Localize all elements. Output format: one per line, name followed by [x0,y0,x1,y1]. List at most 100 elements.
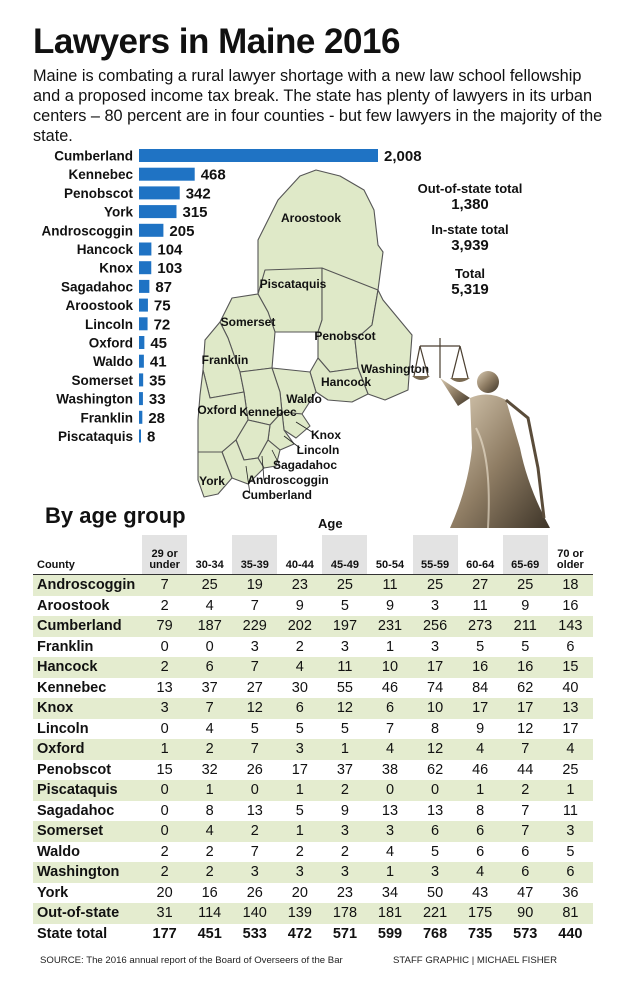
bar [139,223,164,237]
table-cell-value: 7 [232,657,278,678]
map-label-piscataquis: Piscataquis [260,277,327,291]
table-cell-county: Lincoln [37,720,89,737]
bar-category-label: Lincoln [85,317,133,332]
bar-value-label: 315 [182,204,207,221]
table-cell-value: 13 [246,802,263,819]
table-cell-value: 0 [367,780,413,801]
bar-value-label: 342 [186,185,211,202]
table-cell-value: 187 [187,616,233,637]
bar-value-label: 205 [169,223,194,240]
map-label-sagadahoc: Sagadahoc [273,458,337,472]
table-cell-value: 38 [381,761,399,778]
table-cell-value: 27 [246,679,263,696]
table-cell-value: 6 [367,698,413,719]
table-cell-value: 175 [457,903,503,924]
bar [139,186,180,200]
table-cell-value: 43 [472,884,489,901]
table-cell-value: 9 [385,597,395,614]
page-subtitle: Maine is combating a rural lawyer shorta… [33,67,603,145]
table-header-age: 35-39 [232,535,278,575]
table-cell-value: 18 [547,574,593,596]
table-cell-value: 6 [521,843,530,860]
table-cell-value: 256 [412,616,458,637]
table-cell-value: 10 [412,698,458,719]
table-cell-value: 231 [367,616,413,637]
table-cell-value: 9 [476,720,485,737]
out-of-state-total-value: 1,380 [451,196,489,213]
map-label-lincoln: Lincoln [297,443,340,457]
table-cell-value: 9 [521,597,530,614]
map-label-aroostook: Aroostook [281,211,341,225]
table-cell-value: 17 [457,698,503,719]
table-cell-value: 4 [187,821,233,842]
table-cell-value: 5 [521,638,530,655]
maine-county-map: Aroostook Piscataquis Somerset Penobscot… [197,169,429,502]
table-row: Out-of-state 31 114 140 139 178 181 221 175 90 81 [33,903,593,924]
table-cell-value: 9 [340,802,349,819]
table-cell-value: 26 [246,884,263,901]
table-cell-value: 4 [277,657,323,678]
table-cell-value: 74 [427,679,444,696]
table-cell-value: 17 [562,720,579,737]
table-cell-value: 37 [201,679,218,696]
table-cell-value: 2 [142,657,188,678]
table-cell-value: 30 [291,679,308,696]
table-cell-value: 202 [277,616,323,637]
age-group-table: County 29 or under 30-34 35-39 40-44 45-… [33,535,593,944]
table-cell-value: 0 [142,821,188,842]
table-cell-value: 273 [457,616,503,637]
table-cell-total: 440 [558,925,583,942]
table-cell-value: 12 [412,739,458,760]
table-cell-value: 40 [562,679,579,696]
table-cell-value: 79 [142,616,188,637]
table-cell-value: 26 [246,761,263,778]
table-cell-value: 2 [322,780,368,801]
table-cell-value: 1 [367,862,413,883]
table-cell-value: 143 [547,616,593,637]
table-cell-value: 140 [232,903,278,924]
table-total-row: State total 177 451 533 472 571 599 768 735 573 44… [33,924,593,945]
table-cell-value: 4 [385,843,395,860]
table-cell-value: 1 [322,739,368,760]
table-cell-value: 34 [381,884,399,901]
table-cell-total: 571 [332,925,358,942]
bar-category-label: Piscataquis [58,429,133,444]
table-cell-value: 37 [336,761,353,778]
table-cell-value: 1 [142,739,188,760]
map-county-aroostook [257,169,384,295]
table-cell-value: 8 [205,802,214,819]
table-cell-value: 5 [250,720,259,737]
table-cell-value: 197 [322,616,368,637]
table-cell-value: 2 [295,843,304,860]
lady-justice-icon [412,338,550,529]
table-cell-value: 11 [367,574,413,596]
table-cell-value: 62 [427,761,444,778]
table-row: Somerset 0 4 2 1 3 3 6 6 7 3 [33,821,593,842]
table-row: Hancock 2 6 7 4 11 10 17 16 16 15 [33,657,593,678]
table-cell-value: 46 [381,679,399,696]
map-county-york [197,451,233,498]
table-row: Waldo 2 2 7 2 2 4 5 6 6 5 [33,842,593,863]
map-label-somerset: Somerset [221,315,276,329]
grand-total-value: 5,319 [451,281,489,298]
source-note: SOURCE: The 2016 annual report of the Bo… [40,955,343,966]
bar-category-label: Cumberland [54,149,133,164]
bar-value-label: 28 [148,410,165,427]
table-cell-value: 44 [517,761,534,778]
bar-category-label: Knox [99,261,133,276]
table-cell-county: Knox [33,698,143,719]
table-cell-value: 2 [295,638,304,655]
table-row: Lincoln 0 4 5 5 5 7 8 9 12 17 [33,719,593,740]
table-cell-total: 735 [468,925,493,942]
table-cell-value: 4 [367,739,413,760]
table-cell-value: 2 [502,780,548,801]
table-cell-county: Androscoggin [33,574,143,596]
bar [139,149,378,162]
table-cell-value: 6 [412,821,458,842]
bar-value-label: 35 [149,372,166,389]
bar-value-label: 2,008 [384,148,422,165]
table-cell-value: 25 [187,574,233,596]
table-cell-value: 3 [412,862,458,883]
table-cell-value: 23 [277,574,323,596]
table-cell-total: 472 [287,925,312,942]
